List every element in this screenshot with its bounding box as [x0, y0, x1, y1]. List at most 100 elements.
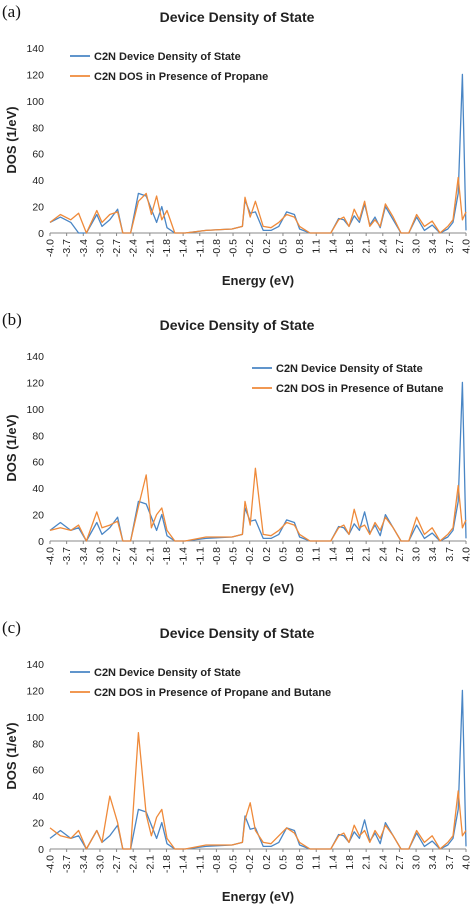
x-tick-label: -0.2	[244, 239, 256, 257]
y-tick-label: 140	[26, 43, 44, 55]
y-tick-label: 60	[32, 149, 44, 161]
y-tick-label: 40	[32, 175, 44, 187]
y-tick-label: 20	[32, 202, 44, 214]
dos-line-chart: Device Density of State 0 20 40 60 80 100 120 14…	[4, 9, 473, 288]
x-tick-label: -2.1	[144, 239, 156, 257]
y-tick-label: 100	[26, 96, 44, 108]
x-tick-label: -0.5	[228, 239, 240, 257]
y-tick-label: 60	[32, 765, 44, 777]
chart-panel: (a) Device Density of State 0 20 40 60 80 100 12…	[0, 0, 474, 308]
x-tick-label: -1.4	[178, 547, 190, 565]
legend-label: C2N DOS in Presence of Propane	[94, 71, 268, 83]
x-tick-label: 1.1	[311, 547, 323, 562]
x-tick-label: -1.8	[161, 855, 173, 873]
x-tick-label: -4.0	[45, 547, 57, 565]
x-tick-label: -0.2	[244, 855, 256, 873]
y-tick-label: 40	[32, 791, 44, 803]
y-tick-label: 60	[32, 457, 44, 469]
x-tick-label: -3.4	[78, 547, 90, 565]
x-tick-label: 4.0	[461, 547, 473, 562]
y-tick-label: 120	[26, 69, 44, 81]
x-tick-label: -2.7	[111, 547, 123, 565]
x-tick-label: -3.0	[94, 547, 106, 565]
chart-title: Device Density of State	[160, 625, 315, 641]
x-tick-label: 3.4	[427, 855, 439, 870]
x-tick-label: -0.8	[211, 855, 223, 873]
x-tick-label: 2.7	[394, 855, 406, 870]
x-tick-label: -1.1	[194, 855, 206, 873]
legend-label: C2N Device Density of State	[276, 363, 423, 375]
y-tick-label: 140	[26, 351, 44, 363]
x-tick-label: -1.1	[194, 239, 206, 257]
y-tick-label: 0	[38, 536, 44, 548]
x-axis-label: Energy (eV)	[222, 273, 294, 288]
x-tick-label: -3.4	[78, 239, 90, 257]
dos-line-chart: Device Density of State 0 20 40 60 80 100 120 14…	[4, 625, 473, 904]
x-axis-label: Energy (eV)	[222, 889, 294, 904]
x-tick-label: -1.8	[161, 239, 173, 257]
x-tick-label: 1.8	[344, 239, 356, 254]
x-tick-label: -0.2	[244, 547, 256, 565]
series-line-2	[49, 176, 467, 234]
x-tick-label: 1.4	[327, 239, 339, 254]
y-tick-label: 0	[38, 844, 44, 856]
y-tick-label: 20	[32, 510, 44, 522]
x-tick-label: -3.7	[61, 855, 73, 873]
x-tick-label: -1.1	[194, 547, 206, 565]
x-tick-label: 1.4	[327, 547, 339, 562]
x-tick-label: -2.1	[144, 547, 156, 565]
x-tick-label: 2.4	[377, 547, 389, 562]
dos-line-chart: Device Density of State 0 20 40 60 80 100 120 14…	[4, 317, 473, 596]
panel-label: (b)	[2, 310, 22, 329]
series-line-1	[49, 381, 467, 542]
y-tick-label: 0	[38, 228, 44, 240]
chart-panel: (b) Device Density of State 0 20 40 60 80 100 12…	[0, 308, 474, 616]
x-tick-label: 1.4	[327, 855, 339, 870]
x-tick-label: 0.2	[261, 239, 273, 254]
x-tick-label: -0.8	[211, 239, 223, 257]
y-tick-label: 80	[32, 122, 44, 134]
x-tick-label: -3.7	[61, 547, 73, 565]
x-tick-label: -4.0	[45, 239, 57, 257]
y-tick-label: 20	[32, 818, 44, 830]
x-tick-label: -2.4	[128, 239, 140, 257]
legend-label: C2N DOS in Presence of Butane	[276, 383, 444, 395]
y-axis-label: DOS (1/eV)	[4, 414, 19, 481]
series-line-2	[49, 467, 467, 542]
x-tick-label: 4.0	[461, 855, 473, 870]
legend-label: C2N Device Density of State	[94, 667, 241, 679]
x-tick-label: 0.5	[277, 239, 289, 254]
x-tick-label: -0.5	[228, 547, 240, 565]
y-axis-label: DOS (1/eV)	[4, 106, 19, 173]
x-tick-label: 0.5	[277, 547, 289, 562]
chart-title: Device Density of State	[160, 317, 315, 333]
x-tick-label: -3.0	[94, 239, 106, 257]
legend-label: C2N DOS in Presence of Propane and Butan…	[94, 687, 331, 699]
x-tick-label: -3.7	[61, 239, 73, 257]
x-tick-label: 3.7	[444, 547, 456, 562]
x-tick-label: 1.8	[344, 855, 356, 870]
y-axis-label: DOS (1/eV)	[4, 722, 19, 789]
y-tick-label: 80	[32, 430, 44, 442]
series-line-2	[49, 732, 467, 850]
x-tick-label: 0.8	[294, 855, 306, 870]
y-tick-label: 100	[26, 712, 44, 724]
x-tick-label: -1.4	[178, 239, 190, 257]
x-tick-label: 3.7	[444, 855, 456, 870]
x-tick-label: 2.7	[394, 547, 406, 562]
x-tick-label: 1.1	[311, 855, 323, 870]
x-tick-label: 3.7	[444, 239, 456, 254]
x-tick-label: 0.5	[277, 855, 289, 870]
x-tick-label: -4.0	[45, 855, 57, 873]
x-tick-label: 2.1	[361, 547, 373, 562]
chart-panel: (c) Device Density of State 0 20 40 60 80 100 12…	[0, 616, 474, 924]
legend-label: C2N Device Density of State	[94, 51, 241, 63]
x-tick-label: -1.8	[161, 547, 173, 565]
y-tick-label: 140	[26, 659, 44, 671]
chart-title: Device Density of State	[160, 9, 315, 25]
x-axis-label: Energy (eV)	[222, 581, 294, 596]
x-tick-label: -2.7	[111, 855, 123, 873]
panel-label: (c)	[2, 618, 21, 637]
y-tick-label: 40	[32, 483, 44, 495]
x-tick-label: 0.8	[294, 239, 306, 254]
